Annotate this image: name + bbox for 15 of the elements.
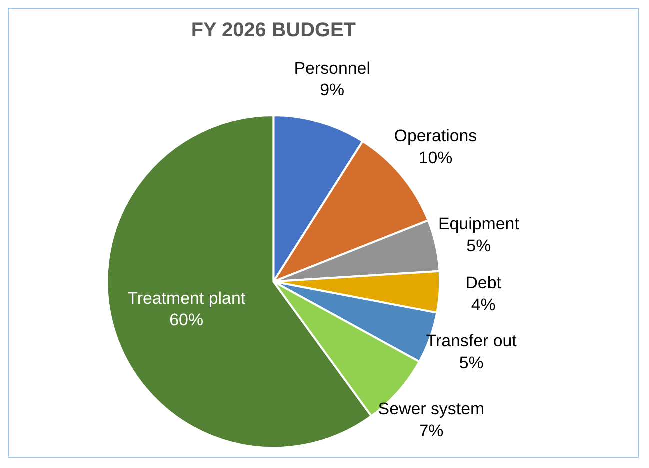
data-label: 10% [418,148,453,168]
data-label: 4% [471,296,496,315]
slice-label: Sewer system [378,399,485,418]
slice-label: Debt [466,274,502,293]
slice-label: Operations [394,126,478,146]
slice-label: Personnel [294,58,370,78]
data-label: 5% [466,236,492,256]
data-label: 5% [459,354,484,373]
slice-label: Treatment plant [128,288,246,308]
chart-title: FY 2026 BUDGET [191,19,356,42]
data-label: 7% [419,421,444,440]
data-label: 60% [170,310,204,330]
slice-label: Equipment [438,214,520,234]
data-label: 9% [320,80,345,100]
slice-label: Transfer out [426,332,518,351]
